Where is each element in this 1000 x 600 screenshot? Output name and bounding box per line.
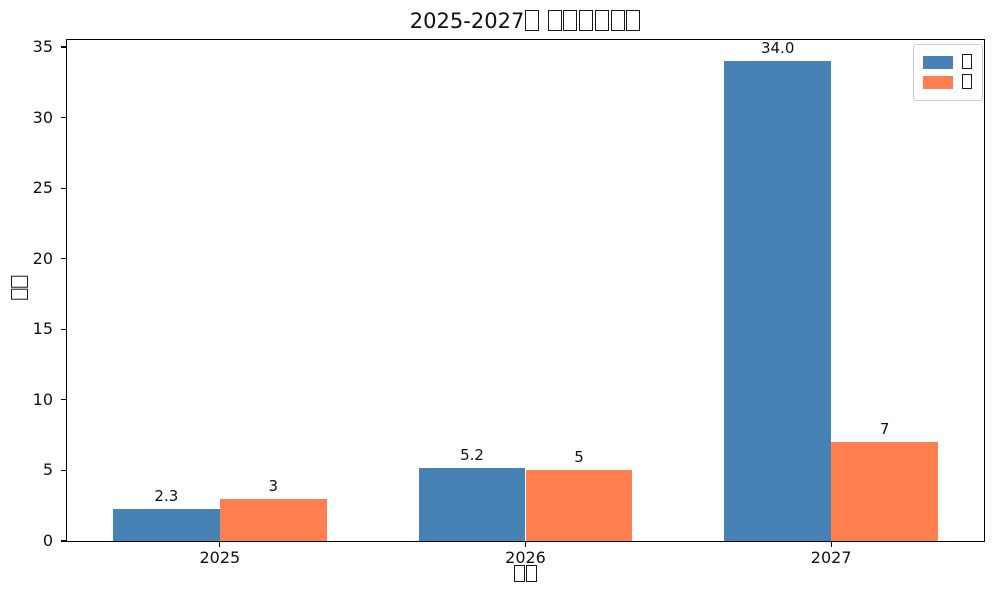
missing-glyph-box: [594, 9, 609, 31]
y-tick-mark: [61, 117, 66, 119]
y-tick-mark: [61, 187, 66, 189]
bar-2027-series1: [724, 61, 832, 541]
bar-2025-series2: [219, 498, 327, 541]
missing-glyph-box: [11, 276, 29, 288]
x-tick-mark: [524, 542, 527, 547]
missing-glyph-box: [526, 565, 538, 583]
y-tick-mark: [61, 469, 66, 472]
missing-glyph-box: [563, 9, 578, 31]
legend-item: [922, 74, 973, 91]
chart-title: 2025-2027: [66, 8, 985, 34]
bar-value-label: 5: [574, 448, 584, 467]
bar-2026-series1: [418, 467, 526, 541]
bar-2026-series2: [525, 470, 633, 541]
x-tick-label: 2025: [199, 548, 241, 567]
bar-2025-series1: [112, 508, 220, 541]
y-axis-label: [11, 275, 31, 300]
x-tick-mark: [830, 542, 832, 547]
y-tick-mark: [61, 328, 66, 330]
legend: [912, 44, 983, 101]
missing-glyph-box: [962, 74, 973, 89]
bar-value-label: 34.0: [760, 39, 795, 58]
y-tick-mark: [61, 540, 66, 542]
y-tick-mark: [61, 399, 66, 401]
x-axis-label: [66, 565, 985, 585]
bar-value-label: 2.3: [154, 486, 179, 505]
missing-glyph-box: [11, 288, 29, 300]
y-tick-mark: [61, 258, 66, 260]
missing-glyph-box: [547, 9, 562, 31]
legend-swatch: [922, 56, 953, 69]
y-tick-label: 10: [32, 389, 53, 409]
missing-glyph-box: [525, 9, 540, 31]
legend-label: [962, 54, 973, 71]
legend-swatch: [922, 76, 953, 89]
y-tick-label: 0: [42, 531, 53, 550]
y-tick-label: 25: [32, 178, 53, 198]
y-tick-label: 15: [32, 319, 53, 339]
x-tick-label: 2026: [505, 548, 546, 567]
y-tick-label: 35: [32, 37, 53, 57]
x-tick-label: 2027: [810, 548, 852, 567]
y-tick-label: 20: [32, 248, 53, 268]
y-tick-label: 5: [42, 460, 53, 480]
y-tick-mark: [61, 46, 66, 48]
x-tick-mark: [219, 542, 221, 547]
bar-value-label: 5.2: [460, 445, 484, 464]
missing-glyph-box: [579, 9, 594, 31]
y-tick-label: 30: [32, 107, 53, 127]
bar-value-label: 7: [879, 420, 890, 439]
bar-2027-series2: [831, 442, 939, 541]
missing-glyph-box: [513, 565, 525, 583]
missing-glyph-box: [962, 54, 973, 69]
missing-glyph-box: [626, 9, 641, 31]
missing-glyph-box: [610, 9, 625, 31]
legend-item: [922, 54, 973, 71]
legend-label: [962, 74, 973, 91]
bar-value-label: 3: [268, 476, 279, 495]
